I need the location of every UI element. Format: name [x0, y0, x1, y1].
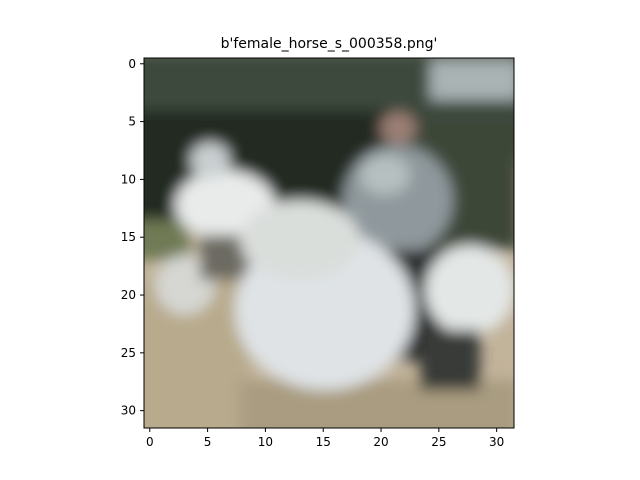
y-tick-label: 20: [121, 288, 136, 302]
x-tick-label: 15: [316, 435, 331, 449]
x-tick-label: 30: [489, 435, 504, 449]
y-tick-label: 10: [121, 172, 136, 186]
y-tick-label: 5: [128, 115, 136, 129]
y-axis: 0 5 10 15 20 25 30: [121, 57, 144, 418]
figure-title: b'female_horse_s_000358.png': [221, 36, 438, 52]
x-tick-label: 10: [258, 435, 273, 449]
x-tick-label: 5: [204, 435, 212, 449]
x-axis: 0 5 10 15 20 25 30: [146, 428, 504, 449]
image-content: [144, 58, 514, 428]
y-tick-label: 15: [121, 230, 136, 244]
x-tick-label: 25: [431, 435, 446, 449]
x-tick-label: 0: [146, 435, 154, 449]
y-tick-label: 25: [121, 346, 136, 360]
x-tick-label: 20: [373, 435, 388, 449]
y-tick-label: 30: [121, 404, 136, 418]
axes-frame: [143, 57, 515, 429]
y-tick-label: 0: [128, 57, 136, 71]
